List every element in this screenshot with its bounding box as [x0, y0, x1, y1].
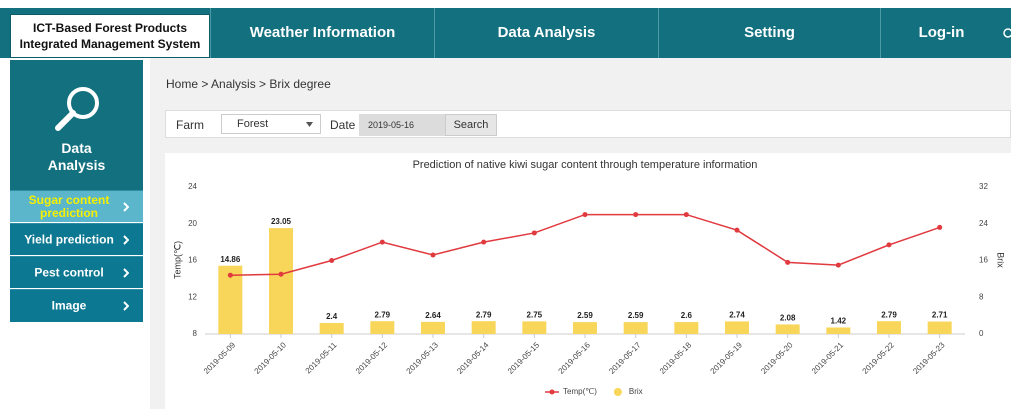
sidebar-title: Data Analysis: [10, 140, 143, 174]
bar-value-label: 23.05: [271, 217, 292, 226]
menu-item[interactable]: Yield prediction: [10, 223, 143, 255]
y-tick-label: 8: [193, 329, 198, 338]
line-point: [329, 258, 335, 263]
bar-value-label: 2.64: [425, 311, 441, 320]
legend-marker: [613, 388, 622, 396]
breadcrumb: Home > Analysis > Brix degree: [166, 77, 331, 91]
bar-value-label: 1.42: [831, 317, 847, 326]
bar-value-label: 2.08: [780, 314, 796, 323]
dropdown-arrow: [306, 122, 313, 127]
bar: [471, 321, 496, 334]
sidebar-title-line: Analysis: [47, 157, 106, 173]
sidebar-title-line: Data: [61, 140, 92, 156]
y2-tick-label: 16: [979, 256, 988, 265]
y-axis-title: Temp(℃): [172, 241, 182, 279]
line-point: [531, 230, 537, 236]
bar-value-label: 2.59: [577, 311, 593, 320]
chevron: [123, 301, 129, 311]
nav-item[interactable]: Setting: [658, 8, 880, 58]
bar: [269, 228, 293, 334]
chart: Prediction of native kiwi sugar content …: [165, 153, 1011, 409]
system-title: ICT-Based Forest Products Integrated Man…: [10, 14, 210, 58]
y2-tick-label: 8: [979, 292, 984, 301]
legend-label: Temp(℃): [563, 387, 597, 396]
menu-item[interactable]: Pest control: [10, 256, 143, 288]
line-point: [481, 239, 487, 245]
line-point: [937, 224, 943, 230]
line-point: [886, 242, 892, 248]
line-point: [430, 252, 436, 258]
y-tick-label: 20: [188, 219, 197, 228]
line-point: [785, 259, 791, 265]
bar: [623, 322, 648, 334]
menu-item[interactable]: Image: [10, 289, 143, 322]
y2-tick-label: 24: [979, 219, 988, 228]
menu-label: Image: [51, 298, 87, 313]
line-point: [379, 239, 385, 245]
line-point: [734, 227, 740, 233]
date-input[interactable]: 2019-05-16: [359, 114, 445, 136]
bar-value-label: 2.59: [628, 311, 644, 320]
nav-item[interactable]: Log-in: [880, 8, 1002, 58]
title-line: Integrated Management System: [19, 37, 201, 51]
line-point: [582, 212, 588, 218]
y-tick-label: 24: [188, 182, 197, 191]
bar: [775, 324, 800, 334]
bar-value-label: 14.86: [220, 255, 241, 264]
bar: [522, 321, 547, 334]
search-button[interactable]: Search: [445, 114, 497, 136]
farm-select[interactable]: Forest: [221, 114, 321, 134]
bar-value-label: 2.6: [681, 311, 693, 320]
title-line: ICT-Based Forest Products: [32, 21, 188, 35]
menu-label: Sugar content prediction: [28, 192, 110, 220]
bar-value-label: 2.71: [932, 311, 948, 320]
farm-value: Forest: [237, 118, 269, 130]
y2-tick-label: 0: [979, 329, 984, 338]
bar-value-label: 2.79: [881, 310, 897, 319]
top-nav: ICT-Based Forest Products Integrated Man…: [0, 8, 1011, 58]
search-icon: [55, 87, 99, 131]
login-icon: [1003, 28, 1011, 38]
line-point: [227, 272, 233, 278]
bar: [370, 321, 395, 334]
chevron: [123, 235, 129, 245]
y-tick-label: 16: [188, 256, 197, 265]
line-point: [835, 262, 841, 268]
filter-bar: Farm Forest Date 2019-05-16 Search: [165, 110, 1011, 138]
bar: [877, 321, 901, 334]
bar: [927, 321, 952, 334]
date-label: Date: [330, 118, 356, 132]
bar-value-label: 2.74: [729, 311, 745, 320]
sidebar-header: Data Analysis: [10, 60, 143, 190]
bar-value-label: 2.79: [476, 310, 492, 319]
bar: [826, 327, 851, 334]
menu-label: Yield prediction: [24, 232, 114, 246]
nav-item[interactable]: Data Analysis: [434, 8, 658, 58]
line-point: [633, 212, 639, 218]
chevron: [123, 268, 129, 278]
line-point: [278, 271, 284, 277]
bar: [319, 322, 344, 334]
bar: [725, 321, 749, 334]
bar: [573, 322, 597, 334]
menu-label: Pest control: [34, 265, 104, 279]
chart-panel: [165, 153, 1011, 409]
y2-axis-title: Brix: [996, 252, 1006, 268]
bar: [674, 322, 699, 334]
bar: [421, 321, 445, 334]
menu-item[interactable]: Sugar content prediction: [10, 190, 143, 222]
y-tick-label: 12: [188, 292, 197, 301]
chart-title: Prediction of native kiwi sugar content …: [413, 159, 758, 171]
bar-value-label: 2.79: [375, 310, 391, 319]
chevron: [123, 202, 129, 212]
bar-value-label: 2.4: [326, 312, 338, 321]
nav-item[interactable]: Weather Information: [210, 8, 434, 58]
legend-label: Brix: [629, 387, 643, 396]
bar-value-label: 2.75: [527, 310, 543, 319]
y2-tick-label: 32: [979, 182, 988, 191]
line-point: [683, 212, 689, 218]
farm-label: Farm: [176, 118, 204, 132]
legend-marker: [549, 389, 555, 395]
